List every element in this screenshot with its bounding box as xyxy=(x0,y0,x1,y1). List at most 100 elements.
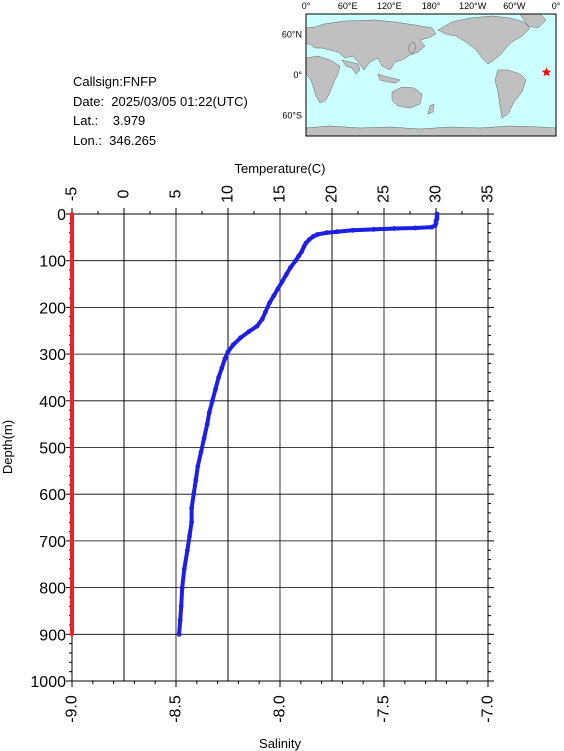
depth-tick-label: 700 xyxy=(39,534,66,551)
depth-tick-label: 800 xyxy=(39,581,66,598)
temperature-point xyxy=(288,265,293,271)
temperature-point xyxy=(254,323,260,329)
temperature-point xyxy=(198,449,204,455)
world-map-inset: 0° 60°E 120°E 180° 120°W 60°W 0° 60°N 0° 60°S xyxy=(282,1,561,137)
map-land xyxy=(305,13,557,137)
temperature-point xyxy=(193,477,199,483)
temperature-point xyxy=(204,421,210,427)
depth-tick-label: 100 xyxy=(39,254,66,271)
map-lon-label: 0° xyxy=(302,1,311,11)
temperature-point xyxy=(216,375,222,380)
temperature-point xyxy=(246,329,252,335)
temperature-point xyxy=(296,253,302,259)
temperature-point xyxy=(271,293,277,299)
temperature-tick-label: 5 xyxy=(168,189,185,198)
temperature-point xyxy=(201,435,207,441)
map-lat-label: 0° xyxy=(293,70,302,80)
temperature-point xyxy=(189,519,195,525)
temperature-point xyxy=(187,533,192,539)
temperature-tick-label: -5 xyxy=(64,187,81,201)
temperature-point xyxy=(210,398,215,404)
temperature-tick-label: 15 xyxy=(272,185,289,203)
series-layer xyxy=(70,211,440,637)
temperature-point xyxy=(238,335,243,341)
depth-tick-label: 500 xyxy=(39,441,66,458)
temperature-point xyxy=(283,272,289,278)
temperature-tick-label: 35 xyxy=(480,185,497,203)
temperature-point xyxy=(310,234,316,239)
depth-axis-label: Depth(m) xyxy=(0,420,15,474)
temperature-point xyxy=(412,225,418,231)
temperature-tick-label: 10 xyxy=(220,185,237,203)
temperature-point xyxy=(213,386,218,392)
map-frame xyxy=(305,13,557,137)
salinity-axis-label: Salinity xyxy=(259,736,301,751)
temperature-point xyxy=(267,300,272,306)
temperature-point xyxy=(178,603,184,609)
temperature-axis-label: Temperature(C) xyxy=(234,161,325,176)
salinity-tick-labels: -9.0 -8.5 -8.0 -7.5 -7.0 xyxy=(64,695,497,723)
temperature-point xyxy=(293,258,298,264)
temperature-point xyxy=(230,342,236,348)
temperature-point xyxy=(334,229,340,235)
salinity-tick-label: -8.0 xyxy=(272,695,289,723)
temperature-tick-labels: -5 0 5 10 15 20 25 30 35 xyxy=(64,185,497,203)
map-lon-label: 120°W xyxy=(459,1,487,11)
depth-tick-label: 0 xyxy=(57,207,66,224)
temperature-tick-label: 25 xyxy=(376,185,393,203)
temperature-point xyxy=(263,309,268,315)
longitude-text: Lon.: 346.265 xyxy=(73,132,157,148)
map-latitude-labels: 60°N 0° 60°S xyxy=(282,29,303,120)
temperature-point xyxy=(259,316,265,322)
depth-tick-label: 200 xyxy=(39,300,66,317)
temperature-point xyxy=(350,227,356,233)
map-lon-label: 60°W xyxy=(503,1,526,11)
temperature-series-line xyxy=(177,212,439,637)
map-longitude-labels: 0° 60°E 120°E 180° 120°W 60°W 0° xyxy=(302,1,561,11)
australia-landmass xyxy=(391,86,423,109)
temperature-point xyxy=(219,365,225,371)
temperature-point xyxy=(279,279,285,285)
new-zealand-landmass xyxy=(427,103,435,115)
map-lon-label: 60°E xyxy=(338,1,358,11)
temperature-point xyxy=(299,249,305,254)
depth-tick-label: 600 xyxy=(39,487,66,504)
temperature-point xyxy=(306,237,312,243)
temperature-point xyxy=(429,224,435,230)
depth-tick-label: 900 xyxy=(39,627,66,644)
depth-tick-label: 300 xyxy=(39,347,66,364)
map-lat-label: 60°N xyxy=(282,29,302,39)
temperature-point xyxy=(324,230,330,236)
temperature-tick-label: 30 xyxy=(428,185,445,203)
africa-landmass xyxy=(305,55,341,104)
temperature-point xyxy=(181,566,187,572)
india-landmass xyxy=(341,59,361,75)
temperature-point xyxy=(225,349,231,355)
depth-tick-labels: 0 100 200 300 400 500 600 700 800 900 1000 xyxy=(30,207,66,691)
salinity-tick-label: -8.5 xyxy=(168,695,185,723)
temperature-point xyxy=(222,356,228,362)
temperature-point xyxy=(189,505,195,511)
map-lon-label: 0° xyxy=(552,1,561,11)
temperature-tick-label: 20 xyxy=(324,185,341,203)
temperature-point xyxy=(301,244,307,250)
date-text: Date: 2025/03/05 01:22(UTC) xyxy=(73,93,248,109)
map-lat-label: 60°S xyxy=(282,111,302,121)
south-america-landmass xyxy=(494,69,527,119)
temperature-point xyxy=(179,585,185,590)
temperature-point xyxy=(185,547,190,553)
salinity-tick-label: -9.0 xyxy=(64,695,81,723)
temperature-point xyxy=(206,410,212,415)
station-info: Callsign:FNFP Date: 2025/03/05 01:22(UTC… xyxy=(73,72,248,150)
temperature-point xyxy=(315,232,320,237)
callsign-text: Callsign:FNFP xyxy=(73,74,157,89)
japan-landmass xyxy=(407,41,417,55)
depth-tick-label: 400 xyxy=(39,394,66,411)
map-lon-label: 120°E xyxy=(377,1,402,11)
depth-tick-label: 1000 xyxy=(30,674,66,691)
temperature-point xyxy=(371,227,376,232)
temperature-tick-label: 0 xyxy=(116,189,133,198)
salinity-tick-label: -7.0 xyxy=(480,695,497,723)
salinity-tick-label: -7.5 xyxy=(376,695,393,723)
